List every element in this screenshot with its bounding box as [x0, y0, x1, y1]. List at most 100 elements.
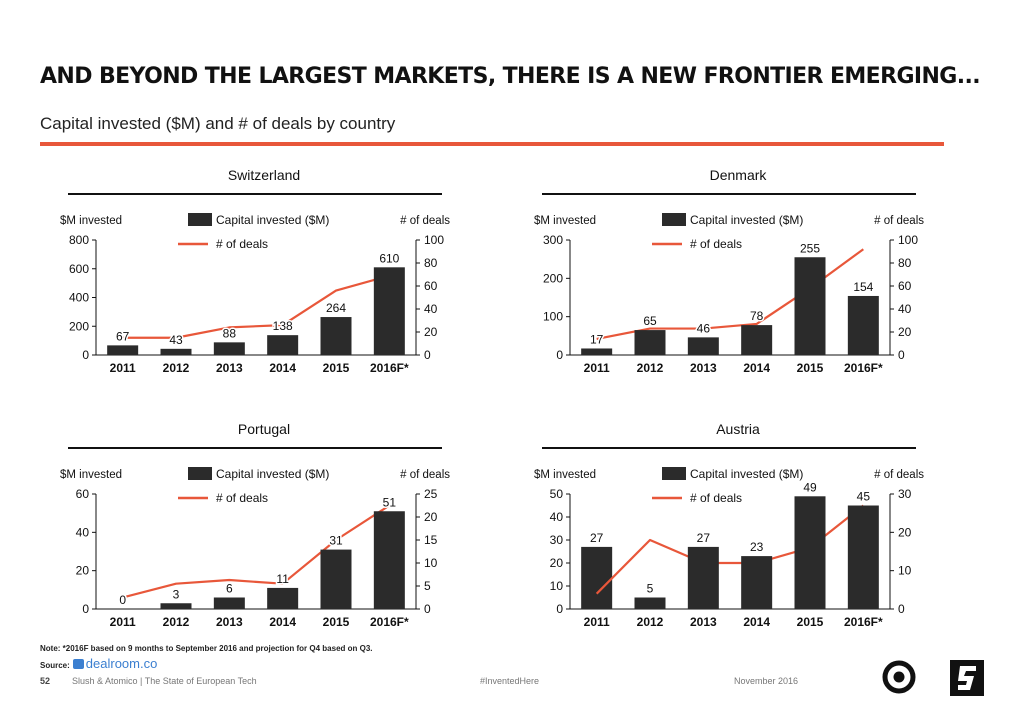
- right-tick-label: 20: [898, 325, 912, 339]
- right-tick-label: 0: [898, 348, 905, 362]
- right-tick-label: 5: [424, 579, 431, 593]
- bar-value-label: 17: [590, 332, 604, 346]
- x-tick-label: 2015: [797, 361, 824, 375]
- right-tick-label: 20: [424, 325, 438, 339]
- bar-value-label: 3: [173, 587, 180, 601]
- right-tick-label: 60: [898, 279, 912, 293]
- left-tick-label: 800: [69, 233, 89, 247]
- right-tick-label: 30: [898, 487, 912, 501]
- left-tick-label: 100: [543, 310, 563, 324]
- x-tick-label: 2013: [690, 361, 717, 375]
- right-tick-label: 10: [424, 556, 438, 570]
- bar: [581, 546, 613, 609]
- page-subtitle: Capital invested ($M) and # of deals by …: [40, 114, 396, 133]
- bar-value-label: 49: [803, 480, 817, 494]
- x-tick-label: 2013: [216, 361, 243, 375]
- left-tick-label: 0: [82, 348, 89, 362]
- left-tick-label: 0: [556, 602, 563, 616]
- footer-date: November 2016: [734, 676, 799, 686]
- bar-value-label: 31: [329, 534, 343, 548]
- left-tick-label: 40: [76, 525, 90, 539]
- deals-line: [122, 274, 390, 339]
- left-tick-label: 200: [69, 319, 89, 333]
- bar: [160, 348, 192, 355]
- chart-title: Denmark: [710, 167, 768, 183]
- chart-svg: Switzerland $M invested # of deals Capital …: [60, 167, 450, 375]
- bar-value-label: 138: [273, 319, 293, 333]
- x-tick-label: 2012: [637, 615, 664, 629]
- left-tick-label: 40: [550, 510, 564, 524]
- page-title: AND BEYOND THE LARGEST MARKETS, THERE IS…: [40, 64, 981, 89]
- bar: [160, 603, 192, 609]
- bar-value-label: 88: [223, 326, 237, 340]
- right-tick-label: 0: [424, 602, 431, 616]
- left-axis-label: $M invested: [60, 215, 122, 227]
- chart-portugal: Portugal $M invested # of deals Capital inv…: [60, 414, 450, 634]
- bar: [267, 587, 299, 609]
- bar: [741, 325, 773, 355]
- x-tick-label: 2014: [269, 615, 296, 629]
- x-tick-label: 2013: [216, 615, 243, 629]
- right-tick-label: 40: [424, 302, 438, 316]
- right-tick-label: 100: [898, 233, 918, 247]
- x-tick-label: 2012: [637, 361, 664, 375]
- legend-line-label: # of deals: [690, 237, 742, 251]
- bar-value-label: 27: [590, 531, 604, 545]
- x-tick-label: 2016F*: [844, 615, 883, 629]
- right-tick-label: 60: [424, 279, 438, 293]
- bar-value-label: 65: [643, 314, 657, 328]
- left-tick-label: 400: [69, 291, 89, 305]
- x-tick-label: 2012: [163, 361, 190, 375]
- right-tick-label: 15: [424, 533, 438, 547]
- bar: [687, 337, 719, 355]
- source-line: Source: dealroom.co: [40, 656, 157, 671]
- bar: [267, 335, 299, 355]
- bar-value-label: 154: [853, 280, 873, 294]
- bar: [320, 549, 352, 609]
- dealroom-logo-icon: [72, 659, 84, 669]
- bar: [213, 342, 245, 355]
- left-tick-label: 20: [550, 556, 564, 570]
- left-tick-label: 50: [550, 487, 564, 501]
- right-tick-label: 0: [424, 348, 431, 362]
- x-tick-label: 2016F*: [370, 361, 409, 375]
- bar: [687, 546, 719, 609]
- bar: [213, 597, 245, 609]
- chart-austria: Austria $M invested # of deals Capital inve…: [534, 414, 924, 634]
- left-tick-label: 30: [550, 533, 564, 547]
- chart-svg: Portugal $M invested # of deals Capital inv…: [60, 421, 450, 629]
- right-tick-label: 0: [898, 602, 905, 616]
- x-tick-label: 2014: [269, 361, 296, 375]
- source-name: dealroom.co: [85, 656, 158, 671]
- left-tick-label: 300: [543, 233, 563, 247]
- legend-bar-swatch: [188, 213, 212, 226]
- x-tick-label: 2012: [163, 615, 190, 629]
- bar: [373, 511, 405, 609]
- x-tick-label: 2014: [743, 615, 770, 629]
- bar-value-label: 67: [116, 329, 130, 343]
- source-label: Source:: [40, 661, 70, 670]
- bar: [320, 317, 352, 355]
- bar: [634, 597, 666, 609]
- left-axis-label: $M invested: [60, 469, 122, 481]
- right-tick-label: 25: [424, 487, 438, 501]
- right-tick-label: 20: [424, 510, 438, 524]
- bar: [373, 267, 405, 355]
- x-tick-label: 2015: [323, 361, 350, 375]
- legend-line-label: # of deals: [216, 237, 268, 251]
- right-tick-label: 80: [898, 256, 912, 270]
- accent-divider: [40, 142, 944, 146]
- bar: [107, 345, 139, 355]
- legend-bar-label: Capital invested ($M): [690, 213, 803, 227]
- legend-line-label: # of deals: [216, 491, 268, 505]
- legend-bar-swatch: [188, 467, 212, 480]
- chart-title: Portugal: [238, 421, 290, 437]
- legend-line-label: # of deals: [690, 491, 742, 505]
- x-tick-label: 2011: [110, 615, 136, 629]
- x-tick-label: 2016F*: [844, 361, 883, 375]
- left-axis-label: $M invested: [534, 469, 596, 481]
- right-tick-label: 20: [898, 525, 912, 539]
- left-tick-label: 0: [556, 348, 563, 362]
- left-tick-label: 20: [76, 564, 90, 578]
- right-axis-label: # of deals: [400, 215, 450, 227]
